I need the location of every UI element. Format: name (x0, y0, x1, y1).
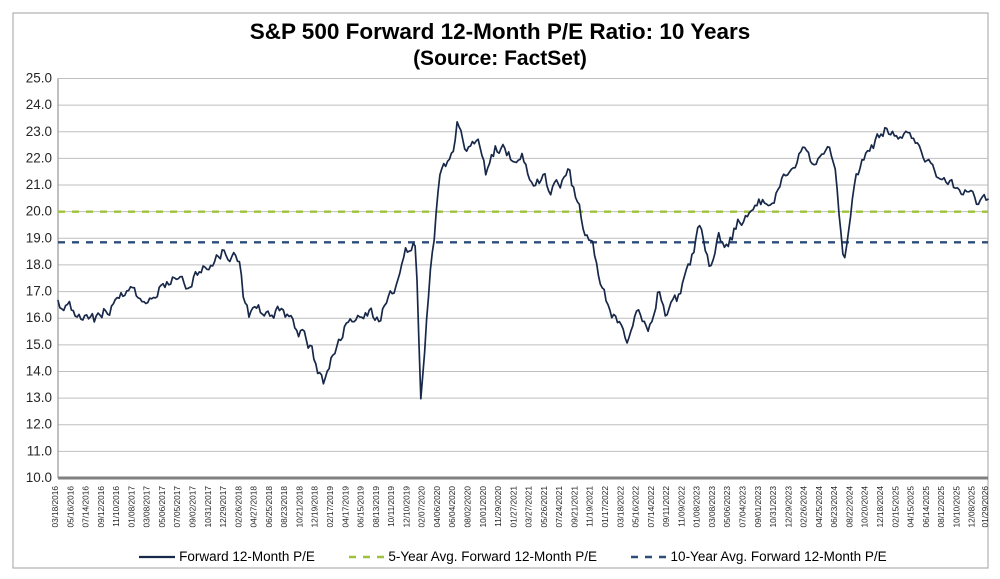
svg-text:05/06/2023: 05/06/2023 (722, 486, 732, 528)
svg-text:05/06/2017: 05/06/2017 (157, 486, 167, 528)
svg-text:11/09/2022: 11/09/2022 (676, 486, 686, 527)
svg-text:05/16/2016: 05/16/2016 (65, 486, 75, 528)
svg-text:08/23/2018: 08/23/2018 (279, 486, 289, 528)
svg-text:06/23/2024: 06/23/2024 (829, 486, 839, 528)
svg-text:12/29/2023: 12/29/2023 (783, 486, 793, 528)
svg-text:22.0: 22.0 (26, 150, 52, 165)
svg-text:07/14/2022: 07/14/2022 (646, 486, 656, 528)
svg-text:12.0: 12.0 (26, 417, 52, 432)
svg-text:04/27/2018: 04/27/2018 (249, 486, 259, 528)
svg-text:04/06/2020: 04/06/2020 (432, 486, 442, 528)
svg-text:18.0: 18.0 (26, 257, 52, 272)
svg-text:07/05/2017: 07/05/2017 (172, 486, 182, 528)
svg-text:01/08/2017: 01/08/2017 (126, 486, 136, 528)
svg-text:24.0: 24.0 (26, 97, 52, 112)
svg-text:11.0: 11.0 (27, 443, 52, 458)
svg-text:12/08/2025: 12/08/2025 (967, 486, 977, 528)
svg-text:14.0: 14.0 (26, 363, 52, 378)
svg-text:21.0: 21.0 (26, 177, 52, 192)
svg-text:08/22/2024: 08/22/2024 (844, 486, 854, 528)
svg-text:11/29/2020: 11/29/2020 (493, 486, 503, 527)
svg-text:23.0: 23.0 (26, 124, 52, 139)
svg-text:10/31/2017: 10/31/2017 (203, 486, 213, 528)
svg-text:06/25/2018: 06/25/2018 (264, 486, 274, 528)
svg-text:15.0: 15.0 (26, 337, 52, 352)
svg-text:09/21/2021: 09/21/2021 (569, 486, 579, 528)
svg-text:03/18/2022: 03/18/2022 (615, 486, 625, 528)
svg-text:02/26/2018: 02/26/2018 (233, 486, 243, 528)
svg-text:10/10/2025: 10/10/2025 (951, 486, 961, 528)
svg-text:02/17/2019: 02/17/2019 (325, 486, 335, 528)
svg-text:16.0: 16.0 (26, 310, 52, 325)
svg-text:13.0: 13.0 (26, 390, 52, 405)
svg-text:12/29/2017: 12/29/2017 (218, 486, 228, 528)
svg-text:10/31/2023: 10/31/2023 (768, 486, 778, 528)
svg-text:10/21/2018: 10/21/2018 (294, 486, 304, 528)
svg-text:10/20/2024: 10/20/2024 (860, 486, 870, 528)
svg-text:06/14/2025: 06/14/2025 (921, 486, 931, 528)
svg-text:10.0: 10.0 (26, 470, 52, 485)
svg-text:04/15/2025: 04/15/2025 (906, 486, 916, 528)
svg-text:08/12/2025: 08/12/2025 (936, 486, 946, 528)
svg-text:09/12/2016: 09/12/2016 (96, 486, 106, 528)
svg-text:07/14/2016: 07/14/2016 (81, 486, 91, 528)
svg-text:03/18/2016: 03/18/2016 (50, 486, 60, 528)
svg-text:07/24/2021: 07/24/2021 (554, 486, 564, 528)
svg-text:11/19/2021: 11/19/2021 (585, 486, 595, 527)
svg-text:01/27/2021: 01/27/2021 (508, 486, 518, 528)
svg-text:02/15/2025: 02/15/2025 (890, 486, 900, 528)
svg-text:10/11/2019: 10/11/2019 (386, 486, 396, 527)
svg-text:17.0: 17.0 (26, 284, 52, 299)
svg-text:04/25/2024: 04/25/2024 (814, 486, 824, 528)
svg-text:12/18/2024: 12/18/2024 (875, 486, 885, 528)
svg-text:07/04/2023: 07/04/2023 (737, 486, 747, 528)
svg-text:09/02/2017: 09/02/2017 (187, 486, 197, 528)
svg-text:12/10/2019: 12/10/2019 (401, 486, 411, 528)
svg-text:11/10/2016: 11/10/2016 (111, 486, 121, 527)
svg-text:12/19/2018: 12/19/2018 (310, 486, 320, 528)
svg-text:01/17/2022: 01/17/2022 (600, 486, 610, 528)
svg-text:05/26/2021: 05/26/2021 (539, 486, 549, 528)
svg-text:06/04/2020: 06/04/2020 (447, 486, 457, 528)
svg-text:03/08/2017: 03/08/2017 (142, 486, 152, 528)
svg-text:02/07/2020: 02/07/2020 (417, 486, 427, 528)
svg-text:04/17/2019: 04/17/2019 (340, 486, 350, 528)
svg-text:05/16/2022: 05/16/2022 (631, 486, 641, 528)
svg-text:19.0: 19.0 (26, 230, 52, 245)
svg-text:03/27/2021: 03/27/2021 (524, 486, 534, 528)
svg-text:09/11/2022: 09/11/2022 (661, 486, 671, 527)
svg-text:10/01/2020: 10/01/2020 (478, 486, 488, 528)
svg-text:03/08/2023: 03/08/2023 (707, 486, 717, 528)
svg-text:01/29/2026: 01/29/2026 (980, 486, 990, 528)
svg-text:09/01/2023: 09/01/2023 (753, 486, 763, 528)
svg-text:06/15/2019: 06/15/2019 (356, 486, 366, 528)
svg-text:20.0: 20.0 (26, 204, 52, 219)
svg-text:08/13/2019: 08/13/2019 (371, 486, 381, 528)
svg-text:01/08/2023: 01/08/2023 (692, 486, 702, 528)
svg-text:02/26/2024: 02/26/2024 (799, 486, 809, 528)
svg-text:25.0: 25.0 (26, 71, 52, 86)
svg-text:08/02/2020: 08/02/2020 (462, 486, 472, 528)
